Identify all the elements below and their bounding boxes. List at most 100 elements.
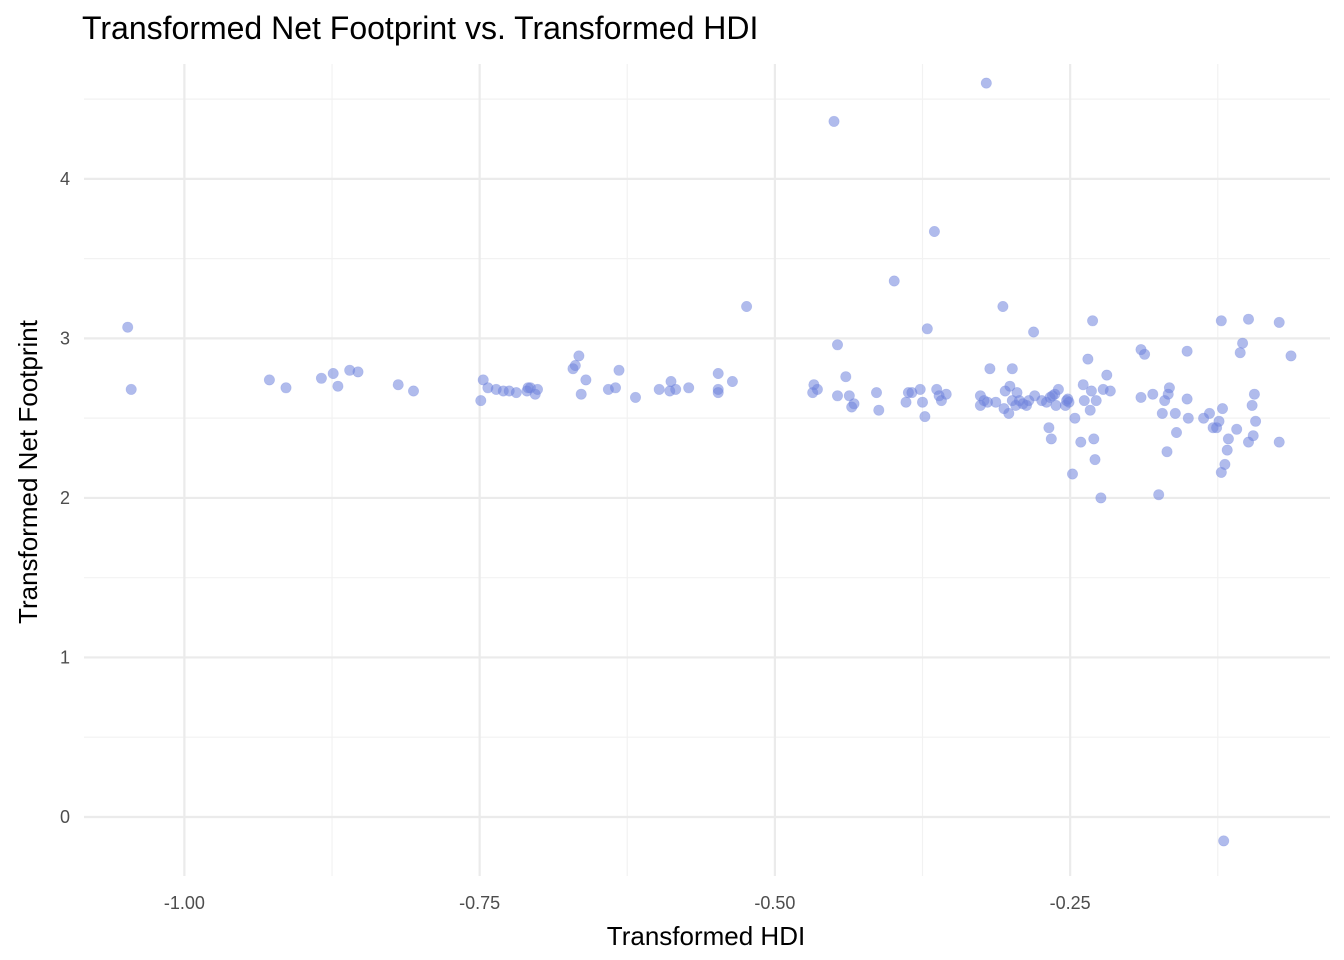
y-tick-label: 4 <box>60 169 70 189</box>
data-point <box>1248 388 1260 400</box>
data-point <box>1218 835 1230 847</box>
data-point <box>1147 388 1159 400</box>
data-point <box>580 374 592 386</box>
y-tick-label: 0 <box>60 807 70 827</box>
data-point <box>919 411 931 423</box>
data-point <box>1052 383 1064 395</box>
data-point <box>1006 363 1018 375</box>
data-point <box>1153 489 1165 501</box>
data-point <box>831 339 843 351</box>
data-point <box>1082 353 1094 365</box>
data-point <box>1222 433 1234 445</box>
data-point <box>1161 446 1173 458</box>
data-point <box>1237 337 1249 349</box>
data-point <box>741 300 753 312</box>
y-tick-label: 1 <box>60 647 70 667</box>
data-point <box>1243 313 1255 325</box>
data-point <box>1095 492 1107 504</box>
data-point <box>940 388 952 400</box>
data-point <box>1087 315 1099 327</box>
x-tick-label: -0.75 <box>459 893 500 913</box>
data-point <box>1069 412 1081 424</box>
data-point <box>1088 433 1100 445</box>
data-point <box>475 395 487 407</box>
data-point <box>629 391 641 403</box>
data-point <box>1221 444 1233 456</box>
data-points <box>122 77 1297 847</box>
data-point <box>1043 422 1055 434</box>
data-point <box>828 115 840 127</box>
data-point <box>263 374 275 386</box>
data-point <box>1104 385 1116 397</box>
data-point <box>726 375 738 387</box>
y-tick-label: 2 <box>60 488 70 508</box>
data-point <box>1234 347 1246 359</box>
data-point <box>665 375 677 387</box>
x-tick-label: -1.00 <box>164 893 205 913</box>
data-point <box>1250 415 1262 427</box>
data-point <box>928 226 940 238</box>
data-point <box>831 390 843 402</box>
data-point <box>531 383 543 395</box>
major-gridlines <box>84 64 1330 876</box>
data-point <box>1077 379 1089 391</box>
data-point <box>670 383 682 395</box>
data-point <box>280 382 292 394</box>
data-point <box>1247 430 1259 442</box>
data-point <box>980 77 992 89</box>
x-tick-labels: -1.00 -0.75 -0.50 -0.25 <box>164 893 1091 913</box>
data-point <box>1273 316 1285 328</box>
data-point <box>575 388 587 400</box>
data-point <box>1156 407 1168 419</box>
data-point <box>1084 404 1096 416</box>
data-point <box>1028 326 1040 338</box>
data-point <box>843 390 855 402</box>
data-point <box>1182 412 1194 424</box>
data-point <box>1003 407 1015 419</box>
data-point <box>984 363 996 375</box>
y-tick-label: 3 <box>60 328 70 348</box>
data-point <box>332 380 344 392</box>
data-point <box>870 387 882 399</box>
x-tick-label: -0.25 <box>1050 893 1091 913</box>
data-point <box>1246 399 1258 411</box>
data-point <box>122 321 134 333</box>
data-point <box>921 323 933 335</box>
data-point <box>888 275 900 287</box>
data-point <box>1215 315 1227 327</box>
data-point <box>569 359 581 371</box>
data-point <box>1085 385 1097 397</box>
data-point <box>1163 382 1175 394</box>
data-point <box>1171 426 1183 438</box>
data-point <box>1217 403 1229 415</box>
data-point <box>1181 393 1193 405</box>
data-point <box>1078 395 1090 407</box>
data-point <box>1101 369 1113 381</box>
data-point <box>1089 454 1101 466</box>
data-point <box>315 372 327 384</box>
minor-gridlines <box>84 64 1330 876</box>
x-axis-title: Transformed HDI <box>607 921 805 951</box>
data-point <box>609 382 621 394</box>
data-point <box>990 396 1002 408</box>
data-point <box>811 383 823 395</box>
data-point <box>1204 407 1216 419</box>
data-point <box>916 396 928 408</box>
data-point <box>1169 407 1181 419</box>
data-point <box>1050 399 1062 411</box>
data-point <box>1090 395 1102 407</box>
data-point <box>1231 423 1243 435</box>
data-point <box>840 371 852 383</box>
chart-title: Transformed Net Footprint vs. Transforme… <box>82 10 759 46</box>
data-point <box>573 350 585 362</box>
data-point <box>848 398 860 410</box>
data-point <box>900 396 912 408</box>
data-point <box>407 385 419 397</box>
data-point <box>1285 350 1297 362</box>
data-point <box>1004 380 1016 392</box>
data-point <box>1213 415 1225 427</box>
data-point <box>1063 396 1075 408</box>
data-point <box>914 383 926 395</box>
data-point <box>477 374 489 386</box>
